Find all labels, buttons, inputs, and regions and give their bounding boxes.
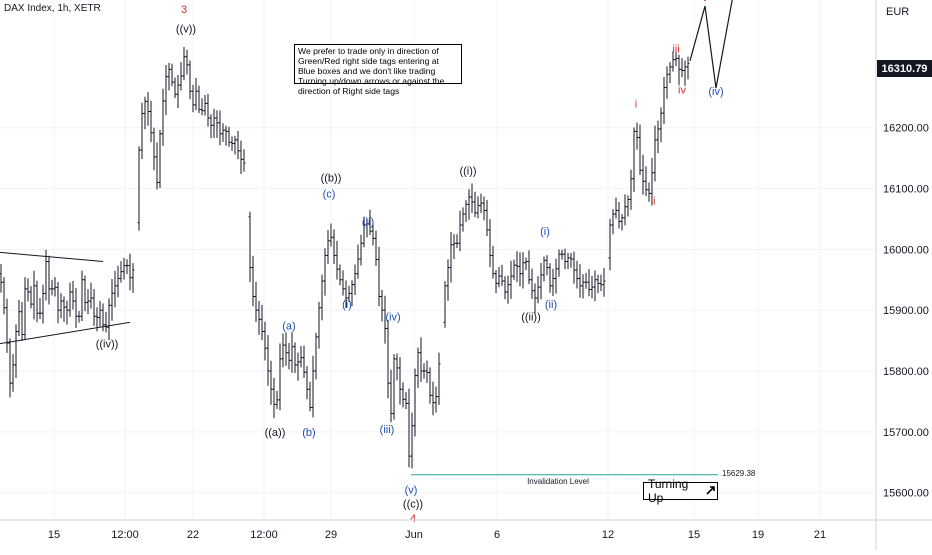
y-tick-label: 15600.00	[883, 488, 929, 500]
wave-label: ((iv))	[96, 339, 119, 351]
wave-label: ii	[651, 196, 656, 208]
x-tick-label: 12:00	[111, 529, 139, 541]
triangle-line	[0, 251, 104, 263]
wave-label: (v)	[405, 485, 418, 497]
y-tick-label: 16100.00	[883, 184, 929, 196]
x-tick-label: 12	[602, 529, 614, 541]
wave-label: ((i))	[459, 165, 476, 177]
projection-line	[689, 0, 733, 89]
wave-label: (ii)	[362, 216, 374, 228]
x-tick-label: 15	[688, 529, 700, 541]
y-tick-label: 16200.00	[883, 123, 929, 135]
wave-label: 3	[181, 4, 187, 16]
last-price-badge: 16310.79	[877, 60, 932, 77]
price-bars	[0, 47, 690, 469]
arrow-up-right-icon	[705, 484, 717, 499]
wave-label: ((ii))	[521, 311, 541, 323]
wave-label: iv	[678, 84, 686, 96]
wave-label: (a)	[282, 320, 295, 332]
x-tick-label: 19	[752, 529, 764, 541]
wave-label: (iv)	[708, 86, 723, 98]
symbol-header: DAX Index, 1h, XETR	[4, 3, 101, 14]
wave-label: 4	[410, 513, 416, 525]
currency-label: EUR	[886, 6, 910, 18]
wave-label: (ii)	[545, 299, 557, 311]
y-tick-label: 16000.00	[883, 244, 929, 256]
wave-labels: 3 ((v)) ((iv)) ((a)) (a) (b) ((b)) (c) (ii) (i) (i…	[96, 0, 724, 525]
wave-label: ((v))	[176, 24, 196, 36]
wave-label: ((a))	[265, 427, 286, 439]
x-tick-label: Jun	[405, 529, 423, 541]
x-tick-label: 29	[325, 529, 337, 541]
grid-lines	[0, 0, 876, 520]
x-tick-label: 21	[814, 529, 826, 541]
x-tick-label: 15	[48, 529, 60, 541]
y-tick-label: 15700.00	[883, 427, 929, 439]
wave-label: i	[635, 98, 637, 110]
projection-path	[689, 0, 733, 89]
invalidation-label: Invalidation Level	[527, 477, 589, 486]
wave-label: (b)	[302, 427, 315, 439]
wave-label: ((b))	[321, 173, 342, 185]
wave-label: (c)	[323, 188, 336, 200]
triangle-and-invalidation: Invalidation Level 15629.38	[0, 251, 756, 486]
wave-label: (i)	[540, 226, 550, 238]
x-tick-label: 6	[494, 529, 500, 541]
turning-up-tag: Turning Up	[643, 477, 718, 505]
strategy-note: We prefer to trade only in direction of …	[294, 44, 462, 96]
y-tick-label: 15900.00	[883, 305, 929, 317]
wave-label: iii	[672, 44, 679, 56]
wave-label: (i)	[342, 299, 352, 311]
turning-up-label: Turning Up	[648, 477, 689, 505]
wave-label: (iv)	[385, 311, 400, 323]
wave-label: v	[702, 0, 708, 4]
x-tick-label: 22	[187, 529, 199, 541]
y-tick-label: 15800.00	[883, 366, 929, 378]
wave-label: ((c))	[403, 499, 423, 511]
x-tick-label: 12:00	[250, 529, 278, 541]
invalidation-value: 15629.38	[722, 469, 756, 478]
wave-label: (iii)	[380, 424, 395, 436]
